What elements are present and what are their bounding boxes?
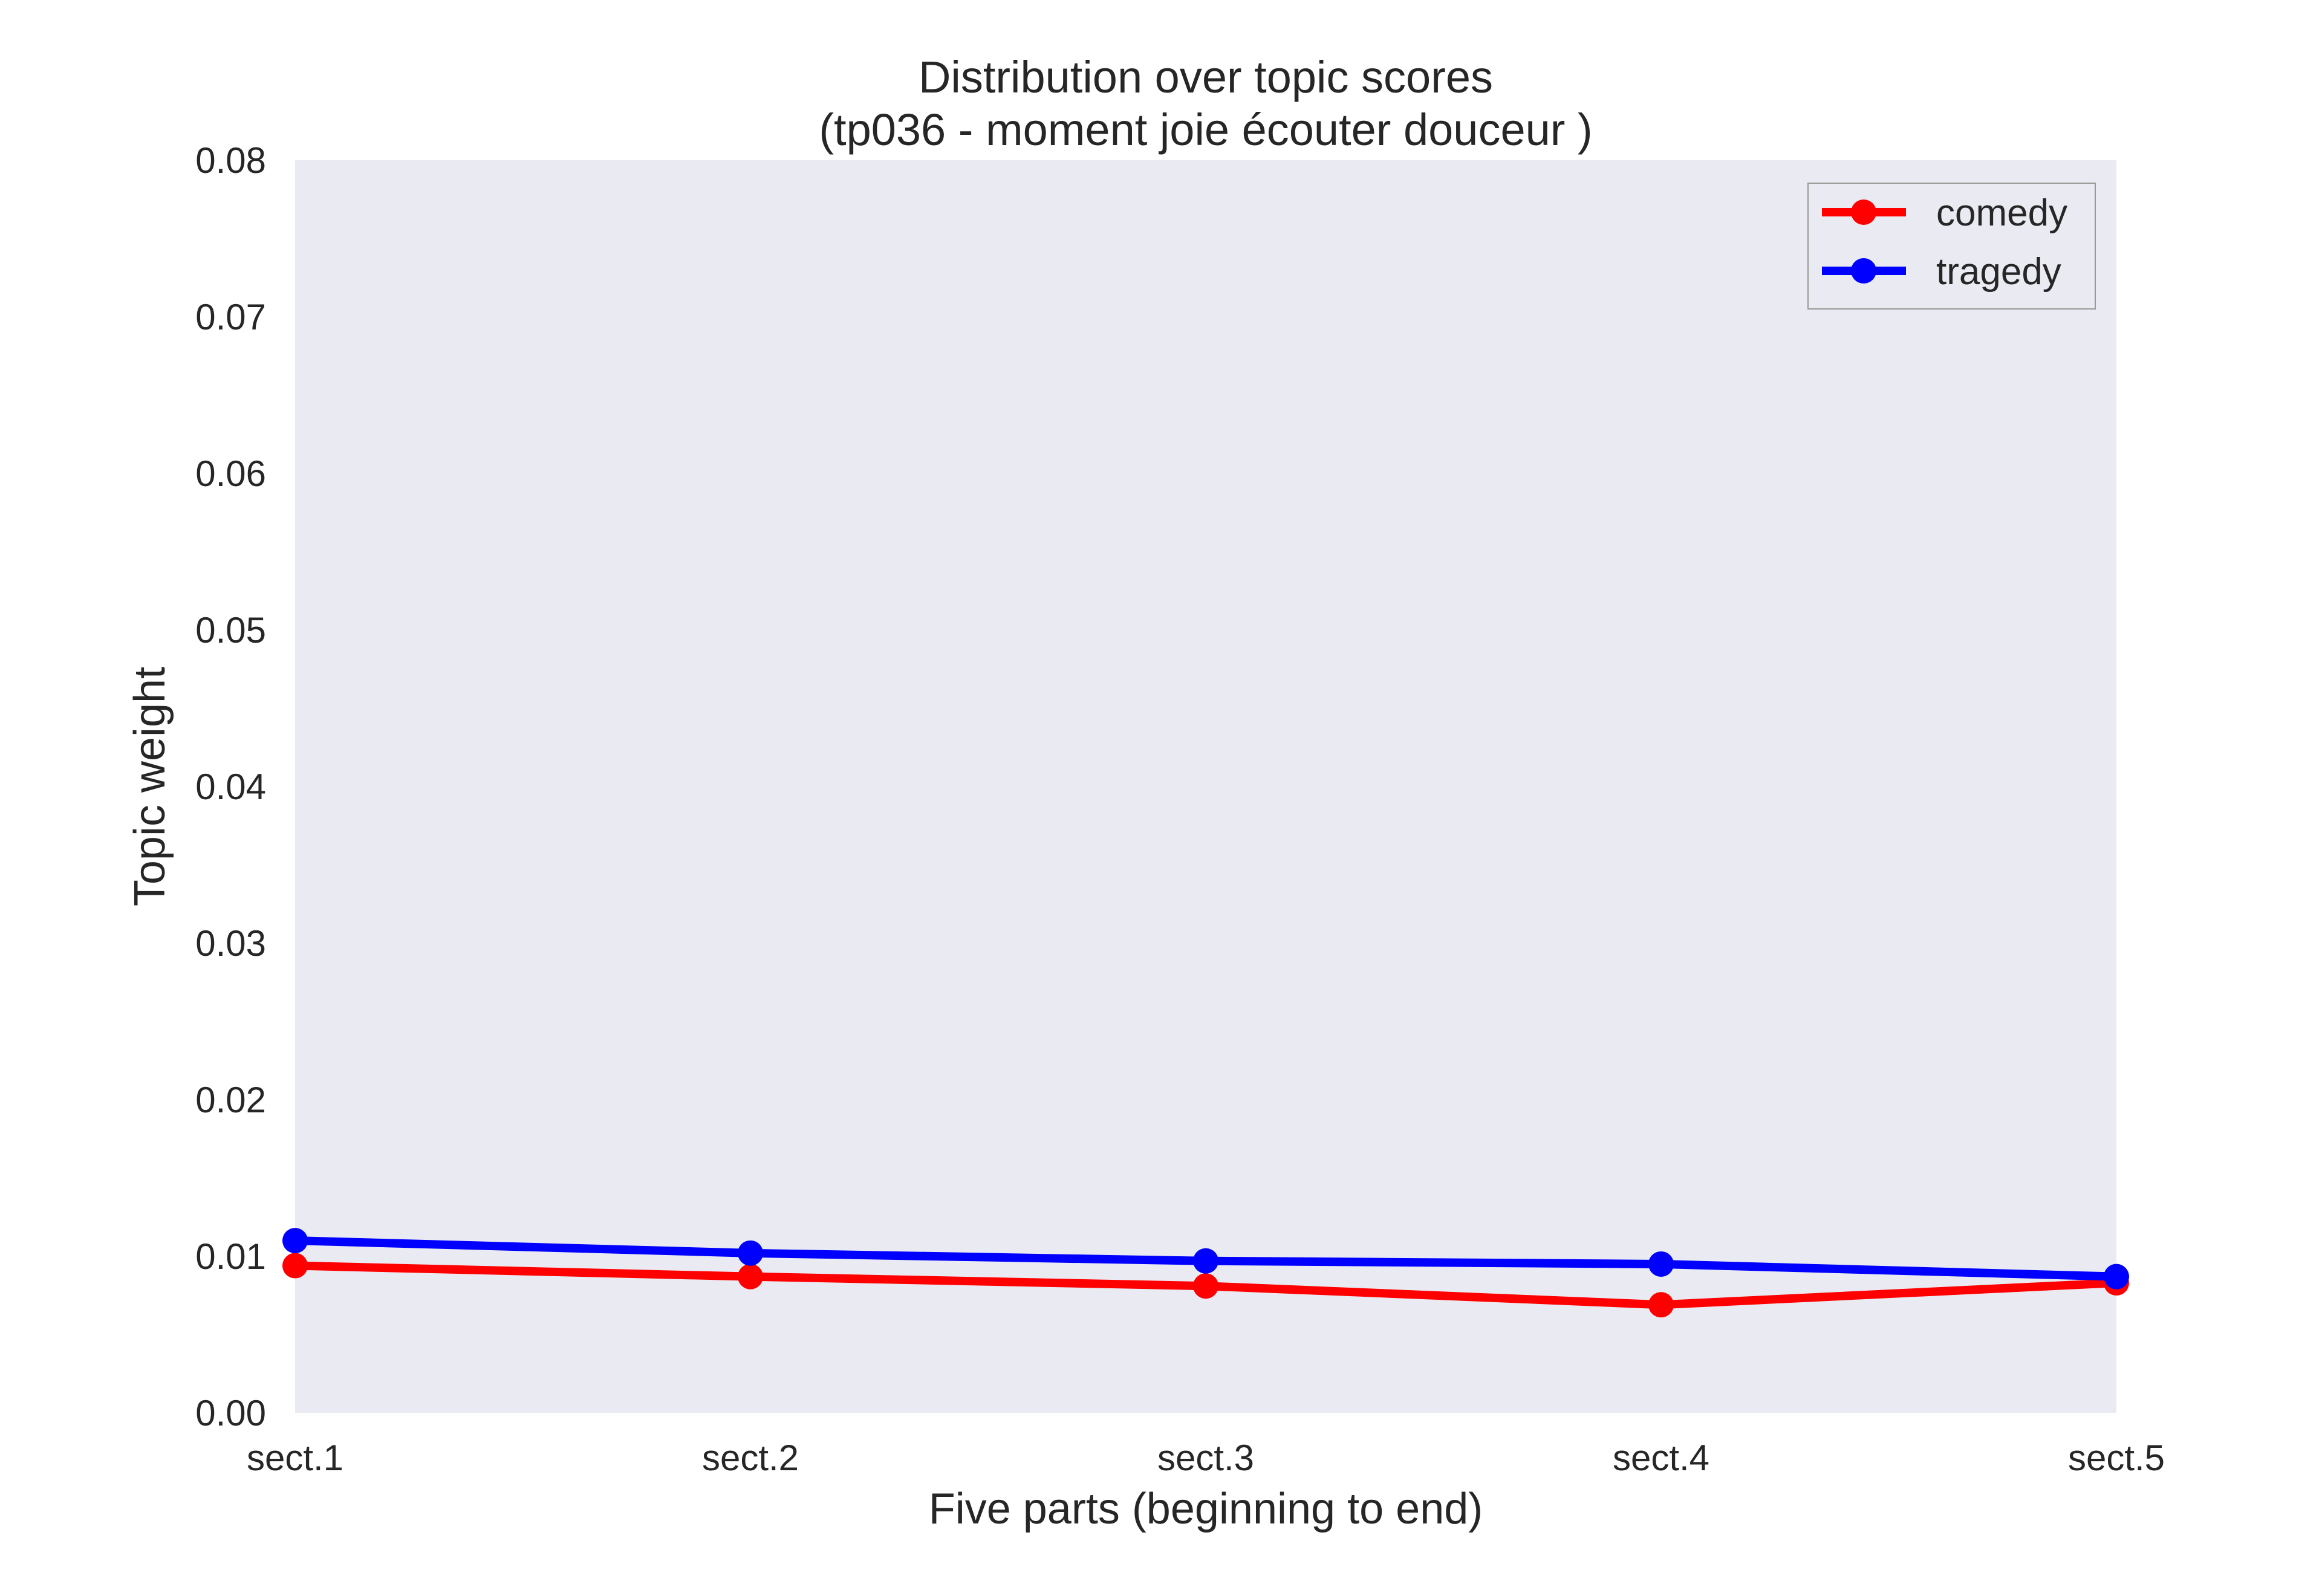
data-point-tragedy: [1648, 1251, 1674, 1277]
data-point-comedy: [1648, 1292, 1674, 1318]
y-tick-label: 0.01: [195, 1236, 266, 1277]
x-tick-label: sect.4: [1613, 1438, 1709, 1478]
data-point-tragedy: [738, 1240, 763, 1266]
legend-comedy-label: comedy: [1936, 192, 2067, 234]
data-point-tragedy: [1193, 1248, 1218, 1274]
legend-tragedy-label: tragedy: [1936, 251, 2061, 293]
chart-subtitle: (tp036 - moment joie écouter douceur ): [819, 105, 1592, 155]
y-tick-label: 0.03: [195, 923, 266, 964]
chart-title: Distribution over topic scores: [919, 52, 1493, 102]
data-point-comedy: [738, 1264, 763, 1289]
plot-area: [295, 160, 2116, 1413]
y-tick-label: 0.05: [195, 610, 266, 650]
series-layer: [282, 1228, 2129, 1318]
x-tick-label: sect.5: [2068, 1438, 2165, 1478]
y-tick-label: 0.00: [195, 1393, 266, 1433]
x-axis-label: Five parts (beginning to end): [929, 1485, 1483, 1533]
y-tick-label: 0.06: [195, 453, 266, 494]
legend: comedy tragedy: [1807, 183, 2096, 310]
data-point-tragedy: [282, 1228, 308, 1254]
y-axis: 0.00 0.01 0.02 0.03 0.04 0.05 0.06 0.07 0.08: [195, 140, 266, 1433]
x-axis: sect.1 sect.2 sect.3 sect.4 sect.5: [247, 1438, 2165, 1478]
data-point-tragedy: [2104, 1264, 2129, 1289]
y-tick-label: 0.07: [195, 297, 266, 337]
x-tick-label: sect.1: [247, 1438, 343, 1478]
legend-tragedy-marker: [1851, 258, 1876, 284]
y-tick-label: 0.08: [195, 140, 266, 181]
y-tick-label: 0.02: [195, 1080, 266, 1120]
x-tick-label: sect.2: [702, 1438, 799, 1478]
data-point-comedy: [1193, 1273, 1218, 1299]
y-tick-label: 0.04: [195, 767, 266, 807]
data-point-comedy: [282, 1253, 308, 1279]
legend-comedy-marker: [1851, 199, 1876, 225]
x-tick-label: sect.3: [1157, 1438, 1254, 1478]
y-axis-label: Topic weight: [126, 667, 174, 906]
